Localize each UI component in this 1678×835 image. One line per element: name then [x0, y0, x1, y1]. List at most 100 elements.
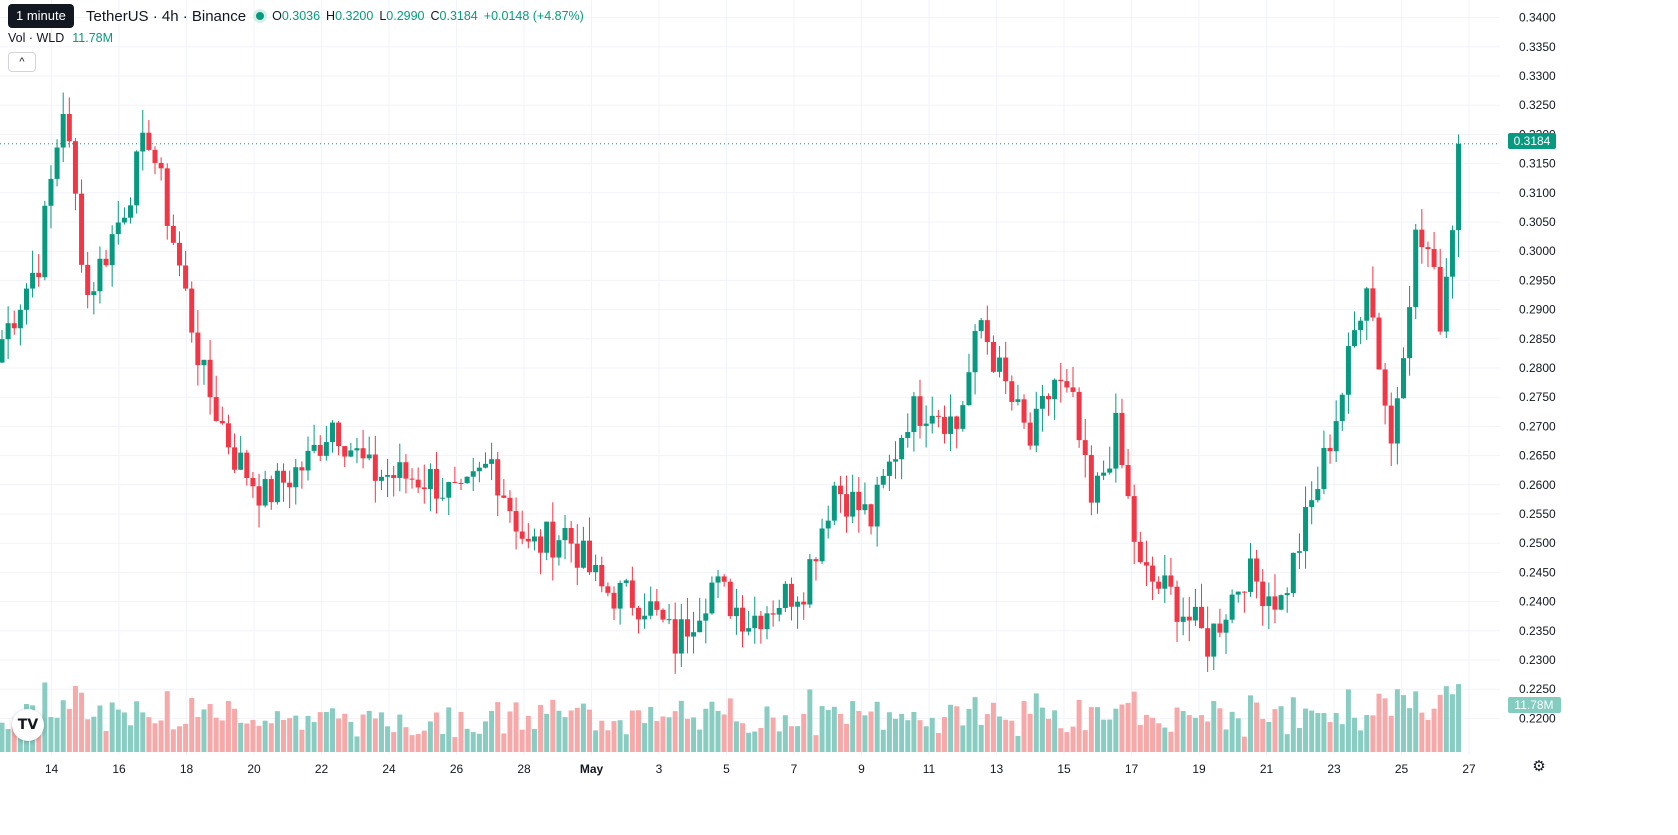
gear-icon[interactable]: ⚙ [1532, 758, 1546, 775]
candle-body [1419, 229, 1425, 248]
candle-body [599, 564, 605, 587]
volume-bar [746, 732, 752, 752]
volume-bar [115, 709, 121, 752]
price-tick-label: 0.3050 [1519, 215, 1556, 229]
candle-body [770, 613, 776, 615]
candle-body [611, 592, 617, 609]
volume-bar [372, 718, 378, 752]
volume-bar [489, 710, 495, 752]
candle-body [1009, 381, 1015, 402]
candle-body [219, 420, 225, 424]
candle-body [415, 479, 421, 488]
volume-bar [378, 712, 384, 752]
volume-bar [1094, 707, 1100, 752]
price-tick-label: 0.2700 [1519, 419, 1556, 433]
symbol-legend: TetherUS · 4h · Binance O0.3036 H0.3200 … [8, 4, 590, 28]
candle-body [189, 288, 195, 333]
candle-body [323, 442, 329, 456]
candle-body [434, 469, 440, 499]
time-tick-label: 19 [1192, 762, 1206, 776]
volume-bar [244, 723, 250, 752]
candle-body [1052, 379, 1058, 400]
symbol-title[interactable]: TetherUS · 4h · Binance [86, 7, 247, 25]
volume-bar [538, 704, 544, 752]
candle-body [134, 151, 140, 206]
candle-body [1143, 562, 1149, 566]
volume-bar [525, 715, 531, 752]
volume-bar [1082, 730, 1088, 752]
price-axis[interactable]: 0.34000.33500.33000.32500.32000.31500.31… [1519, 11, 1556, 726]
volume-bar [482, 721, 488, 752]
candle-body [97, 258, 103, 292]
volume-bar [146, 717, 152, 752]
candle-body [458, 482, 464, 484]
volume-bar [1125, 702, 1131, 752]
candle-body [470, 471, 476, 477]
candle-body [550, 521, 556, 558]
price-tick-label: 0.2550 [1519, 507, 1556, 521]
candle-body [605, 586, 611, 593]
candle-body [489, 459, 495, 464]
volume-bar [238, 722, 244, 752]
change-value: +0.0148 (+4.87%) [483, 9, 584, 23]
volume-bar [421, 730, 427, 752]
volume-bar [103, 731, 109, 752]
volume-bar [219, 720, 225, 752]
time-axis[interactable]: 14 16 18 20 22 24 26 28 May 3 5 7 9 11 13 15 17 19 21 23 25 2… [45, 762, 1476, 776]
volume-bar [1376, 693, 1382, 752]
candle-body [446, 482, 452, 498]
volume-bar [91, 716, 97, 752]
candle-body [562, 528, 568, 541]
last-price-badge: 0.3184 [1508, 133, 1556, 149]
candle-body [1333, 421, 1339, 452]
volume-bar [678, 700, 684, 752]
volume-bar [740, 723, 746, 752]
candle-body [48, 178, 54, 206]
candle-body [978, 320, 984, 331]
volume-value: 11.78M [72, 31, 114, 45]
price-tick-label: 0.3100 [1519, 186, 1556, 200]
volume-bar [733, 721, 739, 752]
candle-body [1070, 387, 1076, 392]
candle-body [170, 225, 176, 243]
candle-body [642, 615, 648, 620]
chevron-up-icon: ^ [19, 56, 25, 68]
time-tick-label: 18 [180, 762, 194, 776]
candle-body [91, 291, 97, 296]
candle-body [813, 559, 819, 562]
candle-body [1425, 247, 1431, 250]
price-tick-label: 0.3300 [1519, 69, 1556, 83]
candle-body [140, 132, 146, 152]
candle-body [788, 583, 794, 607]
tradingview-logo[interactable]: TV [12, 709, 44, 741]
candle-body [1131, 496, 1137, 542]
candle-body [452, 482, 458, 484]
volume-bar [1296, 728, 1302, 752]
candle-body [183, 265, 189, 289]
candle-body [1119, 412, 1125, 466]
volume-bar [727, 698, 733, 752]
candle-body [727, 581, 733, 617]
candle-body [54, 147, 60, 179]
time-tick-label: 14 [45, 762, 59, 776]
candle-body [758, 615, 764, 630]
volume-bar [1266, 721, 1272, 752]
candle-body [17, 309, 23, 329]
candle-body [60, 114, 66, 148]
candle-body [917, 396, 923, 426]
close-value: C0.3184 [430, 9, 478, 23]
volume-bar [360, 714, 366, 752]
chart-grid [0, 0, 1500, 755]
volume-bar [899, 713, 905, 752]
volume-bar [1217, 708, 1223, 752]
volume-bar [795, 726, 801, 752]
collapse-legend-button[interactable]: ^ [8, 52, 36, 72]
candle-body [544, 521, 550, 553]
time-tick-label: 23 [1327, 762, 1341, 776]
volume-bar [1162, 727, 1168, 752]
volume-bar [1107, 719, 1113, 752]
time-tick-label: 15 [1057, 762, 1071, 776]
candle-body [837, 485, 843, 495]
time-tick-label: 11 [923, 762, 936, 776]
